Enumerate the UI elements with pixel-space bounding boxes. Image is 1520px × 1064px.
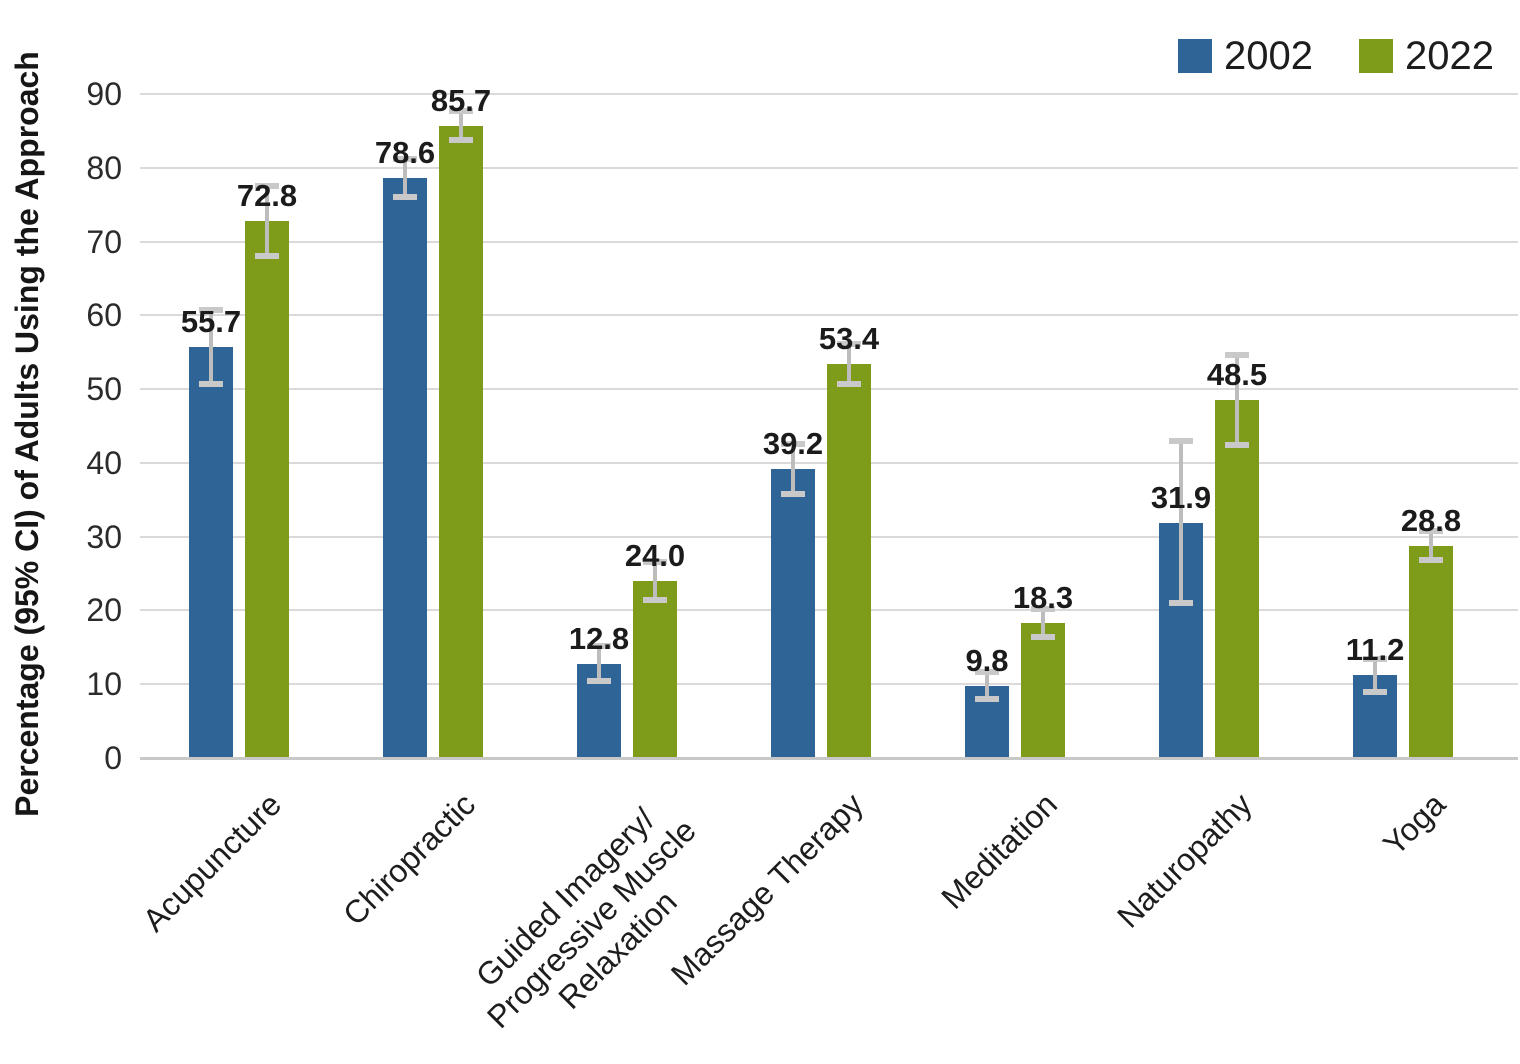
error-bar-cap-top — [587, 642, 611, 649]
bar-2022 — [1021, 622, 1065, 757]
value-label: 78.6 — [374, 135, 436, 171]
bar-2022 — [1409, 545, 1453, 757]
legend-label: 2002 — [1224, 34, 1314, 78]
legend-item: 2022 — [1359, 36, 1494, 76]
bar-2002 — [383, 178, 427, 757]
error-bar-line — [1179, 441, 1183, 604]
error-bar-cap-bottom — [199, 380, 223, 387]
error-bar-cap-bottom — [449, 137, 473, 144]
y-tick-label: 30 — [86, 518, 122, 555]
y-tick-label: 70 — [86, 223, 122, 260]
error-bar-line — [1041, 608, 1045, 637]
bar-2022 — [439, 125, 483, 757]
error-bar-cap-top — [393, 155, 417, 162]
y-tick-label: 50 — [86, 371, 122, 408]
error-bar-cap-bottom — [1225, 442, 1249, 449]
legend: 2002 2022 — [1178, 36, 1494, 76]
error-bar-cap-bottom — [1419, 557, 1443, 564]
error-bar-cap-top — [975, 669, 999, 676]
gridline — [140, 166, 1518, 169]
value-label: 9.8 — [965, 642, 1009, 678]
bar-2022 — [1215, 400, 1259, 757]
error-bar-cap-top — [1419, 527, 1443, 534]
error-bar-cap-top — [1363, 656, 1387, 663]
value-label: 55.7 — [180, 304, 242, 340]
error-bar-line — [1373, 659, 1377, 692]
error-bar-cap-bottom — [587, 678, 611, 685]
y-tick-label: 40 — [86, 444, 122, 481]
error-bar-line — [459, 110, 463, 141]
value-label: 72.8 — [236, 177, 298, 213]
error-bar-cap-bottom — [1031, 634, 1055, 640]
y-axis-title: Percentage (95% CI) of Adults Using the … — [9, 51, 45, 817]
x-axis-line — [140, 757, 1518, 760]
error-bar-cap-bottom — [255, 252, 279, 259]
error-bar-cap-top — [1169, 438, 1193, 445]
gridline — [140, 314, 1518, 317]
legend-swatch-2002 — [1178, 39, 1213, 73]
y-tick-label: 20 — [86, 592, 122, 629]
error-bar-line — [1235, 355, 1239, 446]
value-label: 53.4 — [818, 321, 880, 356]
error-bar-cap-bottom — [975, 695, 999, 702]
value-label: 31.9 — [1150, 479, 1212, 515]
value-label: 18.3 — [1012, 579, 1074, 615]
bar-2022 — [633, 580, 677, 757]
category-label: Acupuncture — [135, 786, 289, 939]
error-bar-cap-top — [255, 183, 279, 190]
error-bar-cap-top — [781, 440, 805, 447]
category-label: Meditation — [934, 786, 1065, 916]
y-tick-label: 0 — [104, 740, 122, 776]
error-bar-cap-top — [199, 307, 223, 314]
category-label: Chiropractic — [336, 786, 483, 933]
value-label: 11.2 — [1345, 632, 1405, 668]
value-label: 24.0 — [624, 537, 686, 573]
error-bar-line — [1429, 530, 1433, 561]
error-bar-line — [209, 310, 213, 384]
legend-label: 2022 — [1405, 34, 1494, 78]
error-bar-cap-top — [643, 558, 667, 565]
bar-2022 — [827, 364, 871, 757]
category-label: Guided Imagery/ Progressive Muscle Relax… — [468, 801, 703, 1036]
error-bar-cap-top — [1225, 352, 1249, 359]
error-bar-cap-bottom — [1363, 688, 1387, 695]
y-tick-label: 80 — [86, 149, 122, 186]
error-bar-line — [265, 186, 269, 256]
value-label: 39.2 — [762, 425, 824, 461]
error-bar-cap-top — [449, 107, 473, 114]
gridline — [140, 240, 1518, 243]
error-bar-line — [985, 672, 989, 699]
error-bar-cap-bottom — [781, 490, 805, 497]
value-label: 48.5 — [1206, 357, 1268, 393]
bar-2002 — [771, 468, 815, 757]
category-label: Yoga — [1376, 786, 1453, 863]
y-tick-label: 90 — [86, 75, 122, 112]
error-bar-line — [403, 158, 407, 198]
gridline — [140, 92, 1518, 95]
y-tick-label: 60 — [86, 297, 122, 334]
legend-swatch-2022 — [1359, 39, 1394, 73]
error-bar-cap-bottom — [393, 194, 417, 201]
error-bar-cap-top — [1031, 605, 1055, 612]
error-bar-line — [597, 645, 601, 682]
y-tick-label: 10 — [86, 666, 122, 703]
bar-2002 — [189, 347, 233, 757]
error-bar-line — [653, 561, 657, 601]
error-bar-cap-bottom — [1169, 600, 1193, 607]
error-bar-line — [791, 443, 795, 494]
value-label: 85.7 — [430, 82, 492, 118]
error-bar-cap-bottom — [837, 380, 861, 387]
value-label: 28.8 — [1400, 502, 1462, 538]
bar-2022 — [245, 220, 289, 757]
error-bar-cap-bottom — [643, 597, 667, 604]
value-label: 12.8 — [568, 620, 630, 656]
error-bar-cap-top — [837, 341, 861, 348]
legend-item: 2002 — [1178, 36, 1313, 76]
category-label: Naturopathy — [1109, 786, 1259, 935]
error-bar-line — [847, 344, 851, 384]
